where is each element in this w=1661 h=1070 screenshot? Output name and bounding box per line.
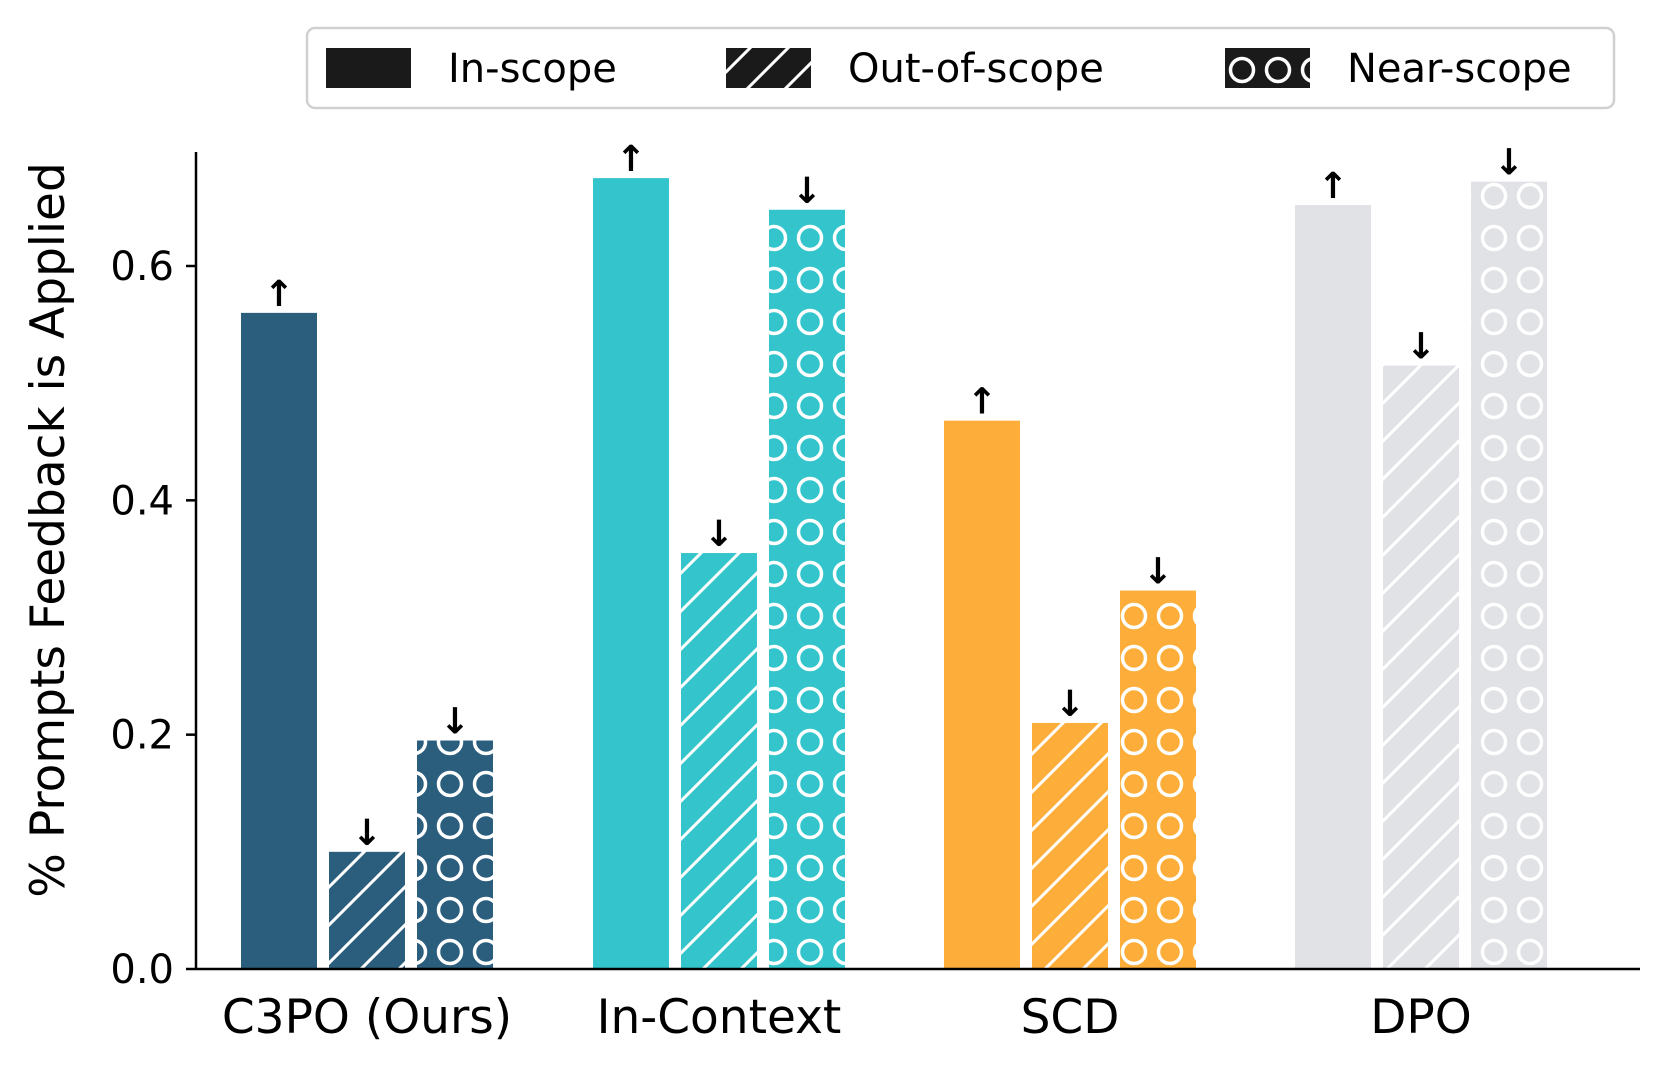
bars-layer: ↑ ↓ ↓ ↑ ↓ ↓ ↑ ↓ ↓ ↑ ↓ ↓ bbox=[241, 139, 1547, 969]
axes-layer: C3PO (Ours) In-Context SCD DPO 0.0 0.2 0.4 0.6 bbox=[110, 152, 1640, 1045]
bar-arrow-label: ↓ bbox=[792, 171, 822, 212]
bar-scd-near-scope bbox=[1120, 590, 1196, 969]
bar-arrow-label: ↓ bbox=[1143, 552, 1173, 593]
legend: In-scope Out-of-scope Near-scope bbox=[305, 26, 1616, 110]
legend-label-in-scope: In-scope bbox=[448, 46, 617, 92]
legend-swatch-out-of-scope bbox=[726, 48, 811, 88]
bar-in-context-near-scope bbox=[769, 209, 845, 969]
bar-arrow-label: ↓ bbox=[440, 702, 470, 743]
y-tick-label: 0.0 bbox=[110, 947, 174, 993]
y-tick-label: 0.6 bbox=[110, 244, 174, 290]
bar-dpo-near-scope bbox=[1471, 181, 1547, 969]
legend-label-out-of-scope: Out-of-scope bbox=[848, 46, 1104, 92]
x-tick-label: SCD bbox=[1021, 990, 1120, 1045]
legend-swatch-in-scope bbox=[326, 48, 411, 88]
bar-dpo-in-scope bbox=[1295, 205, 1371, 969]
bar-scd-in-scope bbox=[944, 420, 1020, 969]
bar-c3po-ours--out-of-scope bbox=[329, 851, 405, 969]
bar-arrow-label: ↑ bbox=[967, 382, 997, 423]
y-tick-label: 0.2 bbox=[110, 713, 174, 759]
x-tick-label: C3PO (Ours) bbox=[222, 990, 512, 1045]
bar-in-context-out-of-scope bbox=[681, 553, 757, 969]
bar-arrow-label: ↓ bbox=[1406, 327, 1436, 368]
bar-in-context-in-scope bbox=[593, 178, 669, 969]
bar-scd-out-of-scope bbox=[1032, 722, 1108, 969]
bar-arrow-label: ↑ bbox=[1318, 166, 1348, 207]
legend-swatch-near-scope bbox=[1225, 48, 1310, 88]
legend-label-near-scope: Near-scope bbox=[1347, 46, 1572, 92]
y-axis-label: % Prompts Feedback is Applied bbox=[21, 162, 76, 898]
bar-dpo-out-of-scope bbox=[1383, 365, 1459, 969]
x-tick-label: In-Context bbox=[597, 990, 842, 1045]
bar-arrow-label: ↓ bbox=[1055, 684, 1085, 725]
bar-arrow-label: ↓ bbox=[352, 813, 382, 854]
bar-arrow-label: ↑ bbox=[616, 139, 646, 180]
bar-arrow-label: ↑ bbox=[264, 274, 294, 315]
bar-c3po-ours--near-scope bbox=[417, 740, 493, 969]
bar-arrow-label: ↓ bbox=[704, 514, 734, 555]
y-tick-label: 0.4 bbox=[110, 478, 174, 524]
bar-c3po-ours--in-scope bbox=[241, 312, 317, 969]
bar-arrow-label: ↓ bbox=[1494, 143, 1524, 184]
x-tick-label: DPO bbox=[1370, 990, 1472, 1045]
